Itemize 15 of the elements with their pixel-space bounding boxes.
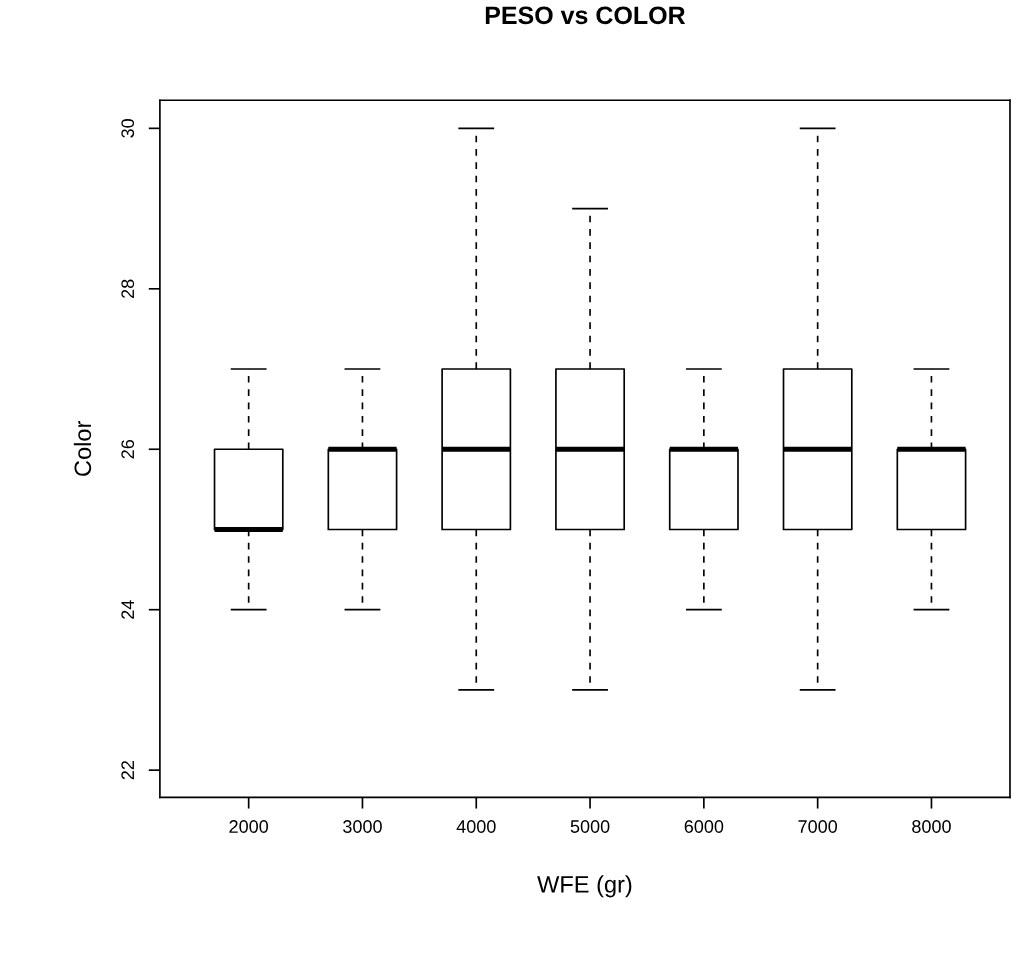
x-tick-label: 2000 [229,820,269,833]
y-tick-label: 28 [121,279,135,298]
x-tick-label: 7000 [798,820,838,833]
x-tick-label: 4000 [456,820,496,833]
y-tick-label: 22 [121,761,134,780]
x-axis-title: WFE (gr) [537,875,632,898]
chart-title: PESO vs COLOR [485,6,686,25]
x-tick-label: 6000 [684,820,724,833]
y-axis-title: Color [73,421,92,476]
x-tick-label: 8000 [912,820,951,833]
x-tick-label: 5000 [570,820,610,833]
x-tick-label: 3000 [343,820,382,833]
y-tick-label: 26 [121,440,135,459]
y-tick-label: 30 [121,119,135,138]
y-tick-label: 24 [121,600,134,619]
